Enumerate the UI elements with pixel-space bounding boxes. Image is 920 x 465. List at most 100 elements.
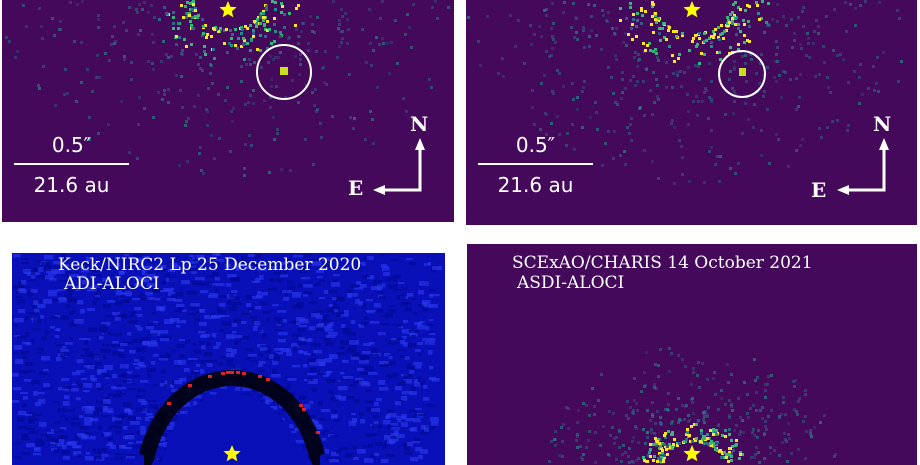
speckle xyxy=(651,413,654,416)
noise xyxy=(159,265,166,269)
speckle xyxy=(681,32,684,35)
speckle xyxy=(654,48,657,51)
noise xyxy=(236,260,241,263)
noise xyxy=(198,360,208,363)
speckle xyxy=(635,427,638,430)
noise xyxy=(373,415,380,418)
noise xyxy=(87,365,95,370)
noise xyxy=(343,331,349,335)
noise xyxy=(97,369,107,374)
noise xyxy=(379,387,389,391)
speckle xyxy=(316,108,319,111)
noise xyxy=(408,366,416,369)
noise xyxy=(115,457,123,461)
speckle xyxy=(607,453,610,456)
speckle xyxy=(649,89,652,92)
speckle xyxy=(775,133,778,136)
noise xyxy=(354,287,364,290)
speckle xyxy=(801,10,804,13)
speckle xyxy=(710,444,713,447)
noise xyxy=(126,294,132,297)
speckle xyxy=(672,30,675,33)
speckle xyxy=(678,418,681,421)
speckle xyxy=(550,440,553,443)
speckle xyxy=(643,371,646,374)
noise xyxy=(242,310,250,315)
speckle xyxy=(204,53,207,56)
noise xyxy=(13,352,19,355)
noise xyxy=(428,350,433,355)
noise xyxy=(173,266,178,270)
speckle xyxy=(703,53,706,56)
speckle xyxy=(728,416,731,419)
speckle xyxy=(673,126,676,129)
speckle xyxy=(755,1,758,4)
noise xyxy=(300,351,308,354)
speckle xyxy=(563,1,566,4)
noise xyxy=(190,303,200,307)
speckle xyxy=(725,29,728,32)
noise xyxy=(178,307,185,310)
speckle xyxy=(784,413,787,416)
noise xyxy=(171,389,178,392)
speckle xyxy=(728,52,731,55)
speckle xyxy=(583,80,586,83)
noise xyxy=(351,320,356,324)
speckle xyxy=(240,32,243,35)
noise xyxy=(204,353,212,357)
speckle xyxy=(137,33,140,36)
noise xyxy=(15,442,22,445)
speckle xyxy=(804,393,807,396)
speckle xyxy=(194,9,197,12)
speckle xyxy=(657,364,660,367)
noise xyxy=(274,348,284,351)
speckle xyxy=(576,38,579,41)
noise xyxy=(209,336,214,340)
noise xyxy=(114,333,122,337)
noise xyxy=(319,315,328,320)
noise xyxy=(160,355,170,360)
noise xyxy=(21,280,27,285)
noise xyxy=(128,315,137,318)
companion-circle xyxy=(256,44,312,100)
speckle xyxy=(734,93,737,96)
noise xyxy=(124,254,130,257)
noise xyxy=(316,270,324,273)
noise xyxy=(358,262,366,266)
noise xyxy=(101,349,111,354)
speckle xyxy=(602,425,605,428)
speckle xyxy=(804,415,807,418)
noise xyxy=(353,381,363,384)
speckle xyxy=(778,416,781,419)
noise xyxy=(419,281,429,286)
speckle xyxy=(295,7,298,10)
noise xyxy=(323,257,333,262)
speckle xyxy=(585,404,588,407)
noise xyxy=(323,375,329,377)
speckle xyxy=(248,134,251,137)
noise xyxy=(180,411,187,414)
noise xyxy=(240,336,250,340)
noise xyxy=(258,369,265,373)
noise xyxy=(14,456,22,459)
speckle xyxy=(313,104,316,107)
noise xyxy=(374,303,381,308)
noise xyxy=(15,359,24,364)
speckle xyxy=(368,8,371,11)
speckle xyxy=(676,71,679,74)
speckle xyxy=(201,34,204,37)
speckle xyxy=(769,452,772,455)
speckle xyxy=(839,53,842,56)
speckle xyxy=(630,27,633,30)
noise xyxy=(314,422,320,427)
speckle xyxy=(637,59,640,62)
noise xyxy=(287,378,297,381)
noise xyxy=(409,370,415,374)
speckle xyxy=(836,54,839,57)
speckle xyxy=(262,12,265,15)
noise xyxy=(171,349,177,352)
noise xyxy=(324,261,331,264)
noise xyxy=(84,365,90,368)
noise xyxy=(217,307,222,312)
noise xyxy=(61,378,70,382)
